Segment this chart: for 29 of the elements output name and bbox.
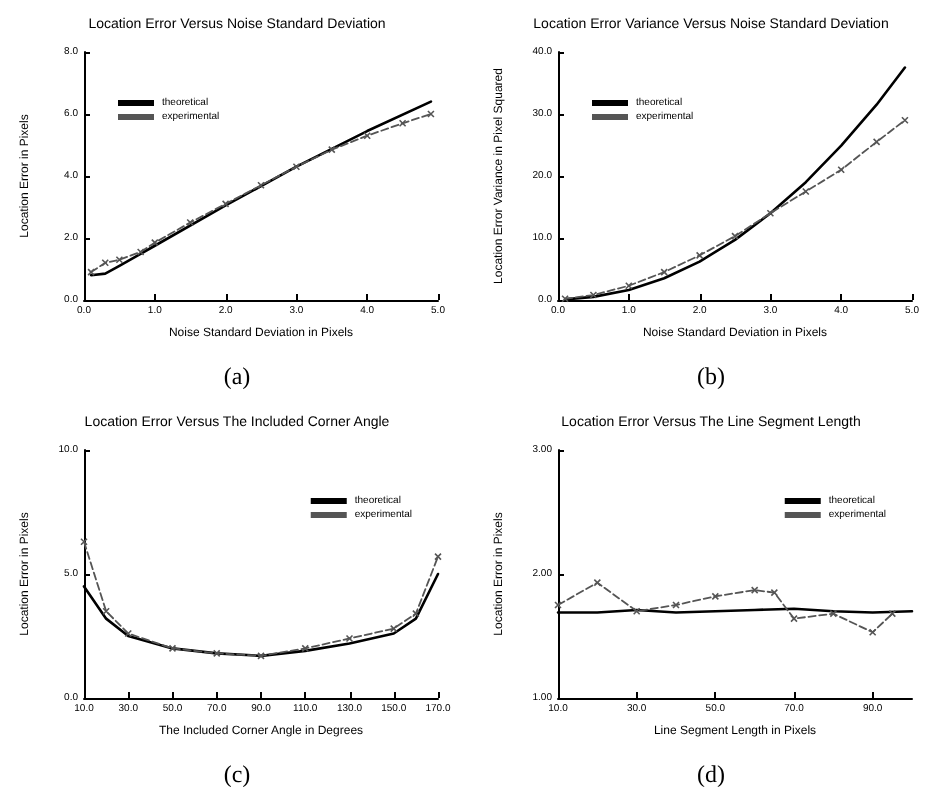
point — [363, 131, 371, 140]
text: (b) — [697, 362, 726, 390]
text: (a) — [223, 362, 251, 390]
point — [695, 251, 704, 260]
text: (d) — [697, 760, 726, 788]
point — [711, 592, 720, 601]
point — [901, 116, 909, 124]
point — [102, 607, 110, 615]
point — [837, 166, 845, 174]
text: (c) — [223, 760, 251, 788]
point — [212, 649, 221, 658]
point — [731, 232, 739, 240]
point — [660, 268, 668, 276]
point — [593, 578, 602, 587]
point — [292, 162, 301, 171]
point — [829, 609, 838, 618]
point — [427, 110, 435, 118]
point — [672, 601, 680, 609]
point — [554, 601, 562, 609]
point — [115, 255, 124, 264]
point — [101, 259, 110, 267]
point — [868, 628, 877, 637]
point — [398, 119, 407, 128]
point — [625, 281, 633, 290]
point — [770, 588, 779, 597]
point — [87, 268, 95, 276]
point — [168, 644, 177, 653]
point — [345, 634, 354, 643]
point — [888, 609, 897, 618]
